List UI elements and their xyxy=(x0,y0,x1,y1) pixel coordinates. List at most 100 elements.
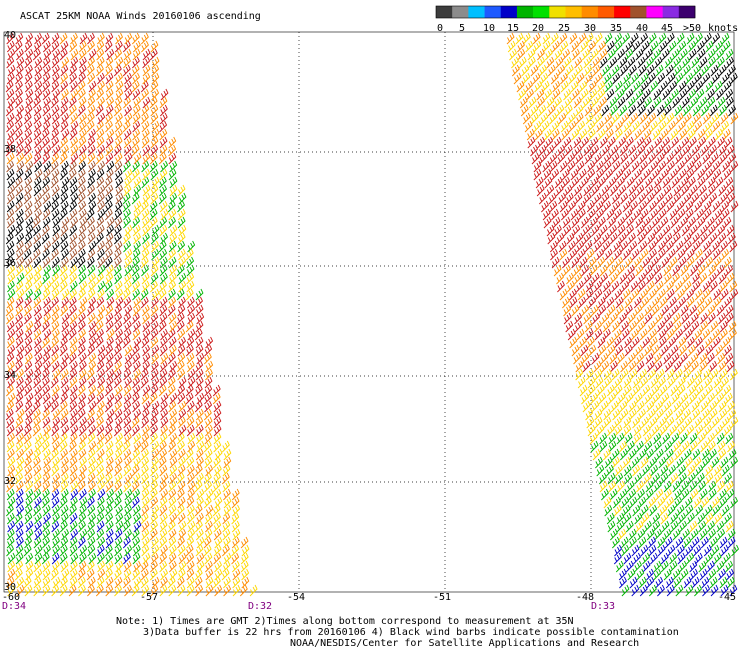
wind-barb xyxy=(590,136,599,149)
wind-barb xyxy=(88,352,97,365)
wind-barb xyxy=(645,488,654,501)
wind-barb xyxy=(86,560,95,573)
wind-barb xyxy=(588,344,597,357)
wind-barb xyxy=(25,480,33,493)
wind-barb xyxy=(51,120,60,133)
wind-barb xyxy=(178,424,187,437)
wind-barb xyxy=(557,280,565,293)
wind-barb xyxy=(132,280,141,293)
wind-barb xyxy=(707,96,716,109)
wind-barb xyxy=(185,392,194,405)
wind-barb xyxy=(33,304,42,317)
wind-barb xyxy=(105,416,114,429)
wind-barb xyxy=(723,216,732,229)
wind-barb xyxy=(59,584,68,597)
wind-barb xyxy=(677,376,686,389)
wind-barb xyxy=(33,272,42,285)
wind-barb xyxy=(177,568,186,581)
wind-barb xyxy=(150,560,158,573)
wind-barb xyxy=(527,48,536,61)
wind-barb xyxy=(6,512,15,525)
wind-barb xyxy=(105,32,114,45)
wind-barb xyxy=(656,152,665,165)
wind-barb xyxy=(213,488,222,501)
wind-barb xyxy=(721,72,730,85)
wind-barb xyxy=(645,56,654,69)
wind-barb xyxy=(700,192,709,205)
wind-barb xyxy=(42,520,51,533)
wind-barb xyxy=(7,432,16,445)
wind-barb xyxy=(204,384,213,397)
wind-barb xyxy=(61,144,69,157)
wind-barb xyxy=(693,112,702,125)
wind-barb xyxy=(113,344,122,357)
wind-barb xyxy=(77,248,86,261)
wind-barb xyxy=(123,136,132,149)
wind-barb xyxy=(646,192,655,205)
wind-barb xyxy=(584,64,593,77)
wind-barb xyxy=(69,72,78,85)
wind-barb xyxy=(70,56,79,69)
wind-barb xyxy=(52,408,61,421)
wind-barb xyxy=(703,208,712,221)
wind-barb xyxy=(693,160,702,173)
wind-barb xyxy=(673,440,681,453)
wind-barb xyxy=(168,144,177,157)
wind-barb xyxy=(176,360,185,373)
wind-barb xyxy=(61,176,70,189)
wind-barb xyxy=(150,384,159,397)
wind-barb xyxy=(635,264,644,277)
wind-barb xyxy=(727,232,736,245)
wind-barb xyxy=(32,248,41,261)
wind-barb xyxy=(169,448,178,461)
wind-barb xyxy=(194,504,203,517)
wind-barb xyxy=(720,544,729,557)
wind-barb xyxy=(124,584,133,597)
wind-barb xyxy=(686,120,695,133)
wind-barb xyxy=(674,280,683,293)
wind-barb xyxy=(16,216,24,229)
wind-barb xyxy=(87,288,96,301)
wind-barb xyxy=(77,472,86,485)
wind-barb xyxy=(568,72,577,85)
wind-barb xyxy=(696,208,705,221)
wind-barb xyxy=(142,240,150,253)
wind-barb xyxy=(114,48,123,61)
wind-barb xyxy=(675,72,684,85)
wind-barb xyxy=(231,488,240,501)
wind-barb xyxy=(34,352,43,365)
colorbar-label: 25 xyxy=(558,23,570,34)
wind-barb xyxy=(641,120,650,133)
wind-barb xyxy=(133,368,141,381)
wind-barb xyxy=(618,528,627,541)
wind-barb xyxy=(52,216,61,229)
wind-barb xyxy=(599,432,608,445)
wind-barb xyxy=(16,432,25,445)
wind-barb xyxy=(34,528,43,541)
wind-barb xyxy=(726,56,734,69)
wind-barb xyxy=(550,248,558,261)
wind-barb xyxy=(676,544,685,557)
wind-barb xyxy=(240,536,249,549)
wind-barb xyxy=(88,480,96,493)
wind-barb xyxy=(132,312,140,325)
wind-barb xyxy=(24,352,33,365)
wind-barb xyxy=(88,240,97,253)
wind-barb xyxy=(51,488,60,501)
wind-barb xyxy=(571,256,580,269)
wind-barb xyxy=(712,160,721,173)
wind-barb xyxy=(34,160,43,173)
wind-barb xyxy=(97,280,106,293)
wind-barb xyxy=(223,584,232,597)
wind-barb xyxy=(652,472,661,485)
wind-barb xyxy=(122,576,131,589)
wind-barb xyxy=(6,168,15,181)
wind-barb xyxy=(710,320,719,333)
wind-barb xyxy=(680,568,689,581)
wind-barb xyxy=(583,272,592,285)
wind-barb xyxy=(60,40,69,53)
wind-barb xyxy=(123,400,132,413)
wind-barb xyxy=(159,504,168,517)
wind-barb xyxy=(537,48,545,61)
wind-barb xyxy=(669,424,677,437)
